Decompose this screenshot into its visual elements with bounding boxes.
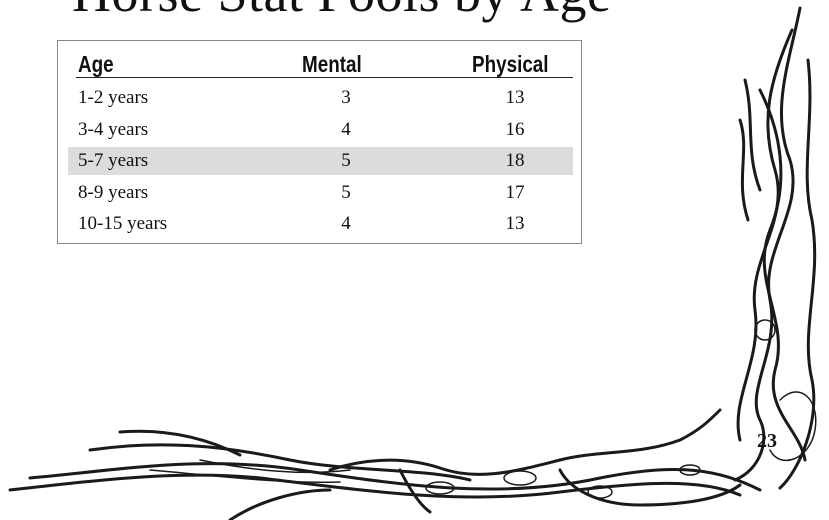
page: Horse Stat Pools by Age Age Mental Physi… (0, 0, 829, 520)
vine-decoration (0, 0, 829, 520)
page-number: 23 (757, 430, 777, 453)
